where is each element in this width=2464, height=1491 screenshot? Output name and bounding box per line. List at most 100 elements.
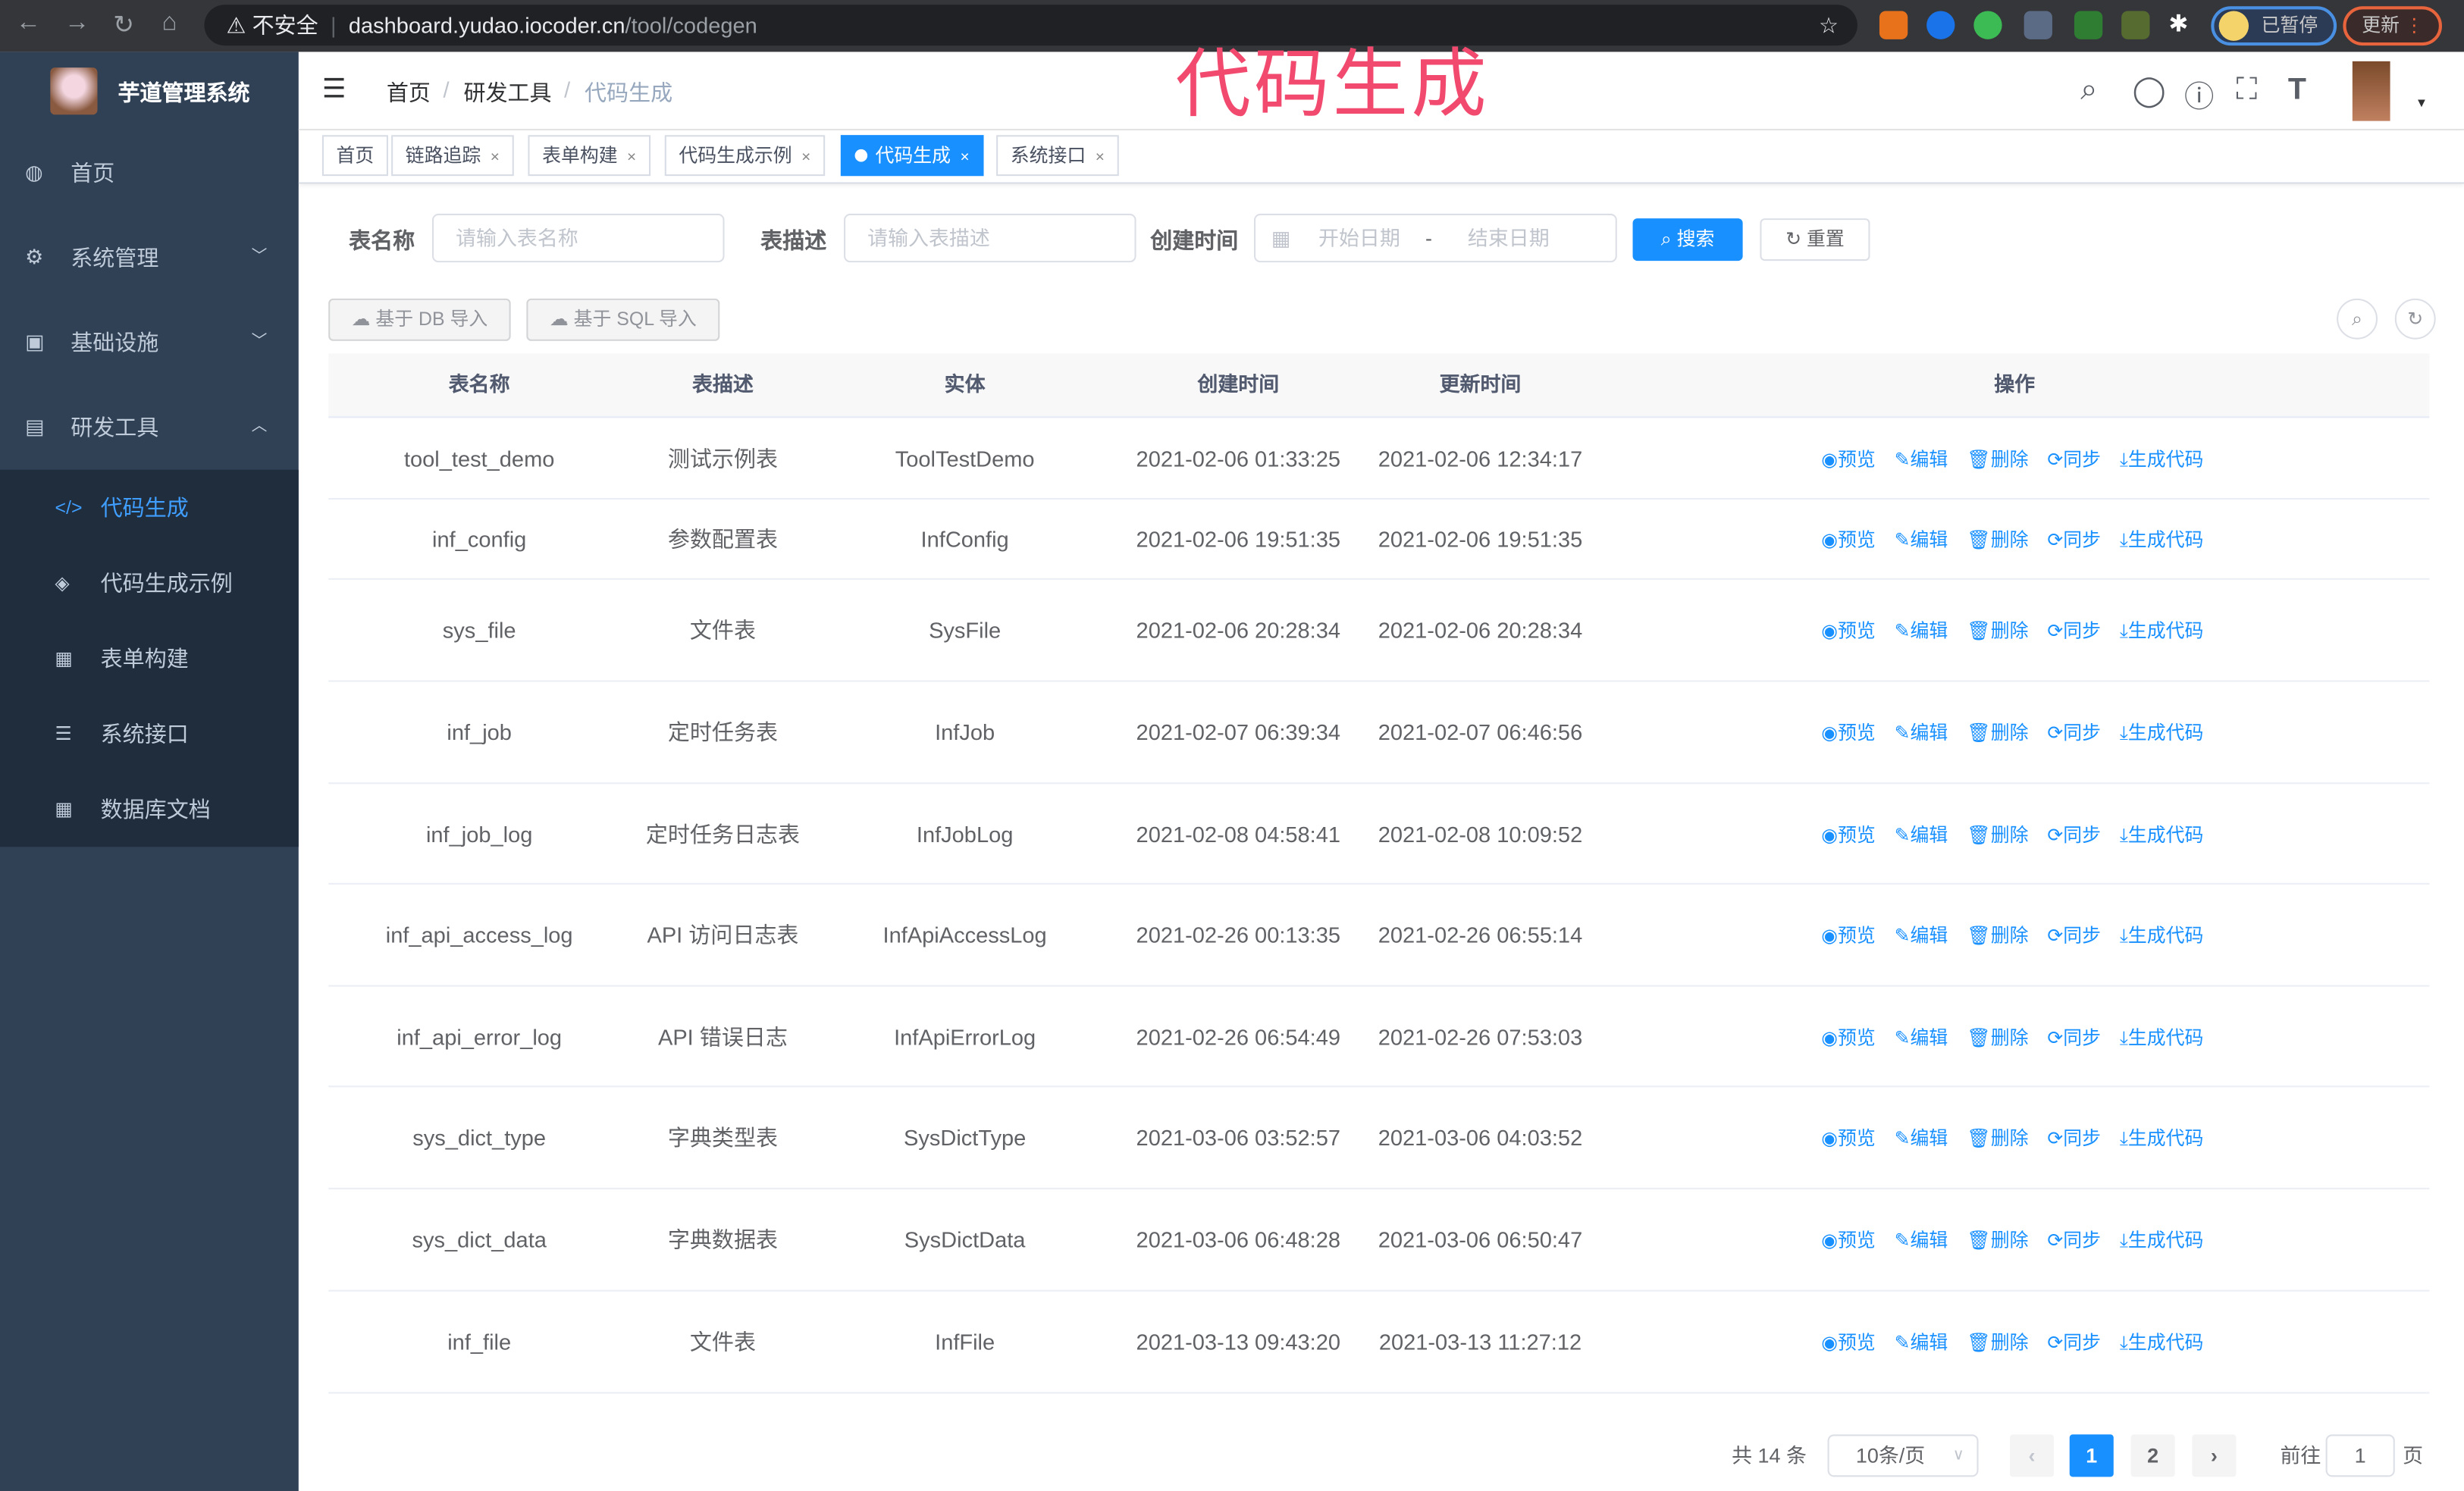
sidebar-item-db-doc[interactable]: ▦ 数据库文档 — [0, 772, 299, 847]
preview-button[interactable]: ◉预览 — [1821, 924, 1876, 947]
tag-swagger[interactable]: 系统接口 × — [996, 135, 1119, 177]
tag-codegen-demo[interactable]: 代码生成示例 × — [664, 135, 825, 177]
extension-icon[interactable] — [1926, 11, 1955, 39]
delete-button[interactable]: 🗑删除 — [1967, 1026, 2029, 1048]
edit-button[interactable]: ✎编辑 — [1894, 722, 1948, 744]
toggle-search-button[interactable]: ⌕ — [2337, 298, 2378, 340]
tag-trace[interactable]: 链路追踪 × — [391, 135, 514, 177]
edit-button[interactable]: ✎编辑 — [1894, 1127, 1948, 1150]
date-range-picker[interactable]: ▦ 开始日期 - 结束日期 — [1254, 213, 1617, 263]
table-name-input[interactable]: 请输入表名称 — [431, 213, 725, 263]
generate-button[interactable]: ⤓生成代码 — [2119, 924, 2204, 947]
star-icon[interactable]: ☆ — [1819, 12, 1839, 38]
delete-button[interactable]: 🗑删除 — [1967, 1127, 2029, 1150]
sidebar-item-swagger[interactable]: ☰ 系统接口 — [0, 696, 299, 771]
update-button[interactable]: 更新 ⋮ — [2343, 6, 2443, 46]
edit-button[interactable]: ✎编辑 — [1894, 924, 1948, 947]
sync-button[interactable]: ⟳同步 — [2047, 722, 2102, 744]
sidebar-item-infra[interactable]: ▣ 基础设施 ﹀ — [0, 300, 299, 385]
help-icon[interactable]: ⓘ — [2184, 81, 2215, 115]
delete-button[interactable]: 🗑删除 — [1967, 447, 2029, 470]
extension-icon[interactable] — [2074, 11, 2103, 39]
sync-button[interactable]: ⟳同步 — [2047, 528, 2102, 551]
extension-icon[interactable] — [2121, 11, 2150, 39]
delete-button[interactable]: 🗑删除 — [1967, 528, 2029, 551]
forward-icon[interactable]: → — [64, 9, 90, 36]
sync-button[interactable]: ⟳同步 — [2047, 619, 2102, 642]
delete-button[interactable]: 🗑删除 — [1967, 924, 2029, 947]
address-bar[interactable]: ⚠ 不安全 | dashboard.yudao.iocoder.cn/tool/… — [204, 5, 1857, 46]
edit-button[interactable]: ✎编辑 — [1894, 823, 1948, 846]
generate-button[interactable]: ⤓生成代码 — [2119, 1229, 2204, 1251]
generate-button[interactable]: ⤓生成代码 — [2119, 1331, 2204, 1354]
generate-button[interactable]: ⤓生成代码 — [2119, 823, 2204, 846]
search-button[interactable]: ⌕ 搜索 — [1632, 218, 1743, 262]
reload-icon[interactable]: ↻ — [113, 12, 135, 39]
sync-button[interactable]: ⟳同步 — [2047, 1331, 2102, 1354]
page-2-button[interactable]: 2 — [2130, 1434, 2175, 1477]
user-avatar[interactable] — [2352, 61, 2390, 121]
tag-form-build[interactable]: 表单构建 × — [528, 135, 650, 177]
generate-button[interactable]: ⤓生成代码 — [2119, 619, 2204, 642]
delete-button[interactable]: 🗑删除 — [1967, 823, 2029, 846]
reset-button[interactable]: ↻ 重置 — [1760, 218, 1870, 262]
preview-button[interactable]: ◉预览 — [1821, 722, 1876, 744]
preview-button[interactable]: ◉预览 — [1821, 1331, 1876, 1354]
edit-button[interactable]: ✎编辑 — [1894, 1229, 1948, 1251]
preview-button[interactable]: ◉预览 — [1821, 1229, 1876, 1251]
page-size-select[interactable]: 10条/页 ∨ — [1827, 1434, 1979, 1477]
preview-button[interactable]: ◉预览 — [1821, 528, 1876, 551]
preview-button[interactable]: ◉预览 — [1821, 1127, 1876, 1150]
delete-button[interactable]: 🗑删除 — [1967, 619, 2029, 642]
sidebar-item-home[interactable]: ◍ 首页 — [0, 130, 299, 215]
import-sql-button[interactable]: ☁ 基于 SQL 导入 — [526, 298, 720, 341]
font-size-icon[interactable]: T — [2287, 74, 2306, 107]
delete-button[interactable]: 🗑删除 — [1967, 1331, 2029, 1354]
generate-button[interactable]: ⤓生成代码 — [2119, 1026, 2204, 1048]
goto-page-input[interactable]: 1 — [2325, 1434, 2395, 1477]
breadcrumb-home[interactable]: 首页 — [386, 80, 431, 105]
tag-home[interactable]: 首页 — [321, 135, 388, 177]
generate-button[interactable]: ⤓生成代码 — [2119, 722, 2204, 744]
edit-button[interactable]: ✎编辑 — [1894, 1331, 1948, 1354]
back-icon[interactable]: ← — [15, 9, 41, 36]
home-icon[interactable]: ⌂ — [161, 9, 177, 36]
breadcrumb-devtools[interactable]: 研发工具 — [463, 80, 552, 105]
puzzle-icon[interactable]: ✱ — [2168, 11, 2189, 38]
generate-button[interactable]: ⤓生成代码 — [2119, 1127, 2204, 1150]
preview-button[interactable]: ◉预览 — [1821, 447, 1876, 470]
caret-down-icon[interactable]: ▼ — [2415, 96, 2428, 111]
preview-button[interactable]: ◉预览 — [1821, 619, 1876, 642]
sync-button[interactable]: ⟳同步 — [2047, 1127, 2102, 1150]
sync-button[interactable]: ⟳同步 — [2047, 924, 2102, 947]
github-icon[interactable]: ◯ — [2132, 75, 2166, 109]
edit-button[interactable]: ✎编辑 — [1894, 1026, 1948, 1048]
preview-button[interactable]: ◉预览 — [1821, 823, 1876, 846]
edit-button[interactable]: ✎编辑 — [1894, 528, 1948, 551]
search-icon[interactable]: ⌕ — [2080, 74, 2098, 107]
preview-button[interactable]: ◉预览 — [1821, 1026, 1876, 1048]
edit-button[interactable]: ✎编辑 — [1894, 447, 1948, 470]
delete-button[interactable]: 🗑删除 — [1967, 722, 2029, 744]
refresh-button[interactable]: ↻ — [2394, 298, 2436, 340]
page-1-button[interactable]: 1 — [2069, 1434, 2114, 1477]
sidebar-item-codegen[interactable]: </> 代码生成 — [0, 470, 299, 545]
prev-page-button[interactable]: ‹ — [2009, 1434, 2055, 1477]
sidebar-item-form-build[interactable]: ▦ 表单构建 — [0, 621, 299, 696]
sidebar-item-devtools[interactable]: ▤ 研发工具 ︿ — [0, 385, 299, 470]
extension-icon[interactable] — [1973, 11, 2002, 39]
hamburger-icon[interactable]: ☰ — [321, 74, 346, 104]
table-desc-input[interactable]: 请输入表描述 — [844, 213, 1136, 263]
sync-button[interactable]: ⟳同步 — [2047, 823, 2102, 846]
sidebar-item-codegen-demo[interactable]: ◈ 代码生成示例 — [0, 545, 299, 620]
delete-button[interactable]: 🗑删除 — [1967, 1229, 2029, 1251]
sync-button[interactable]: ⟳同步 — [2047, 1026, 2102, 1048]
generate-button[interactable]: ⤓生成代码 — [2119, 447, 2204, 470]
profile-button[interactable]: 已暂停 — [2211, 6, 2337, 46]
import-db-button[interactable]: ☁ 基于 DB 导入 — [328, 298, 511, 341]
extension-icon[interactable] — [1879, 11, 1908, 39]
sync-button[interactable]: ⟳同步 — [2047, 1229, 2102, 1251]
generate-button[interactable]: ⤓生成代码 — [2119, 528, 2204, 551]
sync-button[interactable]: ⟳同步 — [2047, 447, 2102, 470]
tag-codegen[interactable]: 代码生成 × — [840, 135, 984, 177]
